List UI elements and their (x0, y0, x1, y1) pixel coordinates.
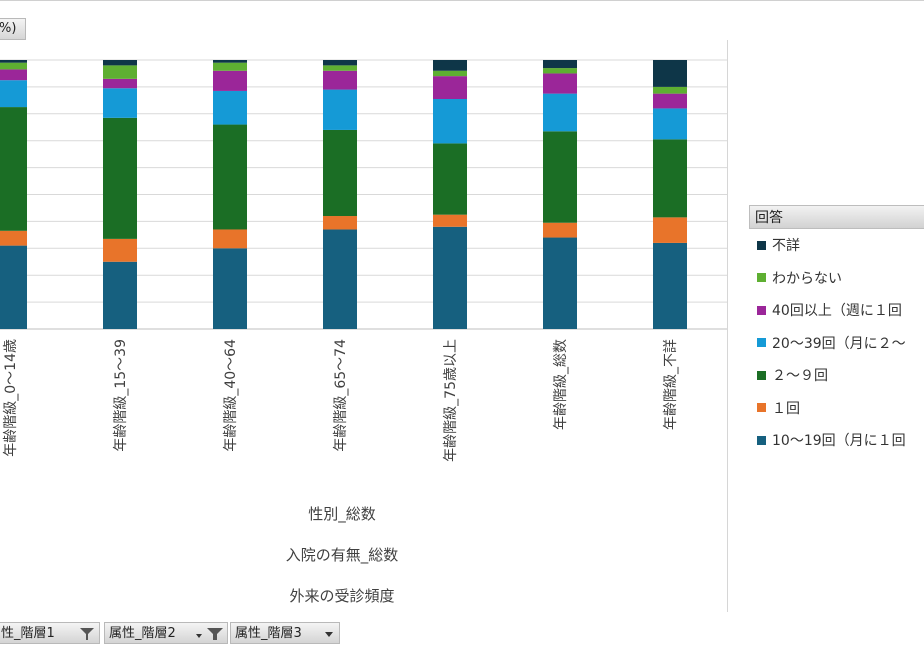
legend-item[interactable]: わからない (757, 268, 842, 288)
bar-segment-2-1[interactable] (103, 261, 137, 329)
legend-label: 10～19回（月に１回 (772, 433, 906, 449)
legend-swatch (757, 273, 766, 282)
filter-button-3[interactable]: 属性_階層3 (230, 622, 340, 644)
bar-segment-5-3[interactable] (433, 143, 467, 215)
bar-segment-1-5[interactable] (0, 69, 27, 81)
category-tick-label: 年齢階級_総数 (553, 339, 569, 430)
bar-segment-5-2[interactable] (433, 214, 467, 227)
bar-segment-2-3[interactable] (103, 117, 137, 239)
bar-segment-7-2[interactable] (653, 217, 687, 243)
legend-swatch (757, 403, 766, 412)
legend-item[interactable]: 40回以上（週に１回 (757, 300, 902, 320)
bar-segment-7-4[interactable] (653, 108, 687, 140)
bar-segment-7-3[interactable] (653, 139, 687, 218)
filter-button-2[interactable]: 属性_階層2 (104, 622, 228, 644)
bar-segment-6-4[interactable] (543, 93, 577, 132)
legend-title[interactable]: 回答 (749, 205, 924, 229)
legend-item[interactable]: 20～39回（月に２～ (757, 333, 906, 353)
bar-segment-2-5[interactable] (103, 78, 137, 89)
stacked-bar-chart: 年齢階級_0～14歳 年齢階級_15～39 年齢階級_40～64 年齢階級_65～74… (0, 59, 727, 462)
bar-segment-3-7[interactable] (213, 60, 247, 63)
bar-segment-3-5[interactable] (213, 70, 247, 91)
filter-label-2: 属性_階層2 (109, 626, 176, 641)
bar-segment-6-7[interactable] (543, 60, 577, 69)
legend-swatch (757, 370, 766, 380)
legend-swatch (757, 338, 766, 347)
bar-segment-6-6[interactable] (543, 68, 577, 74)
bar-segment-7-1[interactable] (653, 242, 687, 329)
category-title-1: 性別_総数 (308, 505, 376, 523)
bar-segment-7-6[interactable] (653, 86, 687, 94)
legend-swatch (757, 305, 766, 315)
category-tick-label: 年齢階級_15～39 (113, 339, 129, 452)
chevron-down-icon[interactable] (323, 626, 335, 641)
bar-segment-1-7[interactable] (0, 60, 27, 63)
bar-segment-2-2[interactable] (103, 238, 137, 262)
bar-segment-4-2[interactable] (323, 216, 357, 230)
category-tick-labels: 年齢階級_0～14歳 年齢階級_15～39 年齢階級_40～64 年齢階級_65～74… (3, 339, 679, 462)
bar-segment-1-4[interactable] (0, 80, 27, 108)
legend-label: １回 (772, 400, 800, 417)
bar-segment-2-6[interactable] (103, 65, 137, 79)
bar-segment-4-5[interactable] (323, 70, 357, 90)
bar-segment-1-3[interactable] (0, 107, 27, 231)
value-field-button[interactable]: %) (0, 18, 26, 40)
legend-label: 20～39回（月に２～ (772, 335, 906, 352)
legend-item[interactable]: 不詳 (757, 235, 800, 255)
bar-segment-4-1[interactable] (323, 229, 357, 329)
filter-label-3: 属性_階層3 (235, 626, 302, 641)
category-tick-label: 年齢階級_75歳以上 (443, 339, 459, 462)
dropdown-filter-icon[interactable] (195, 626, 227, 641)
legend-item[interactable]: ２～９回 (757, 365, 828, 385)
bar-segment-3-2[interactable] (213, 229, 247, 249)
bar-segment-6-3[interactable] (543, 131, 577, 223)
bar-segment-3-4[interactable] (213, 90, 247, 125)
value-field-label: %) (0, 21, 17, 36)
legend-item[interactable]: １回 (757, 398, 800, 418)
bar-segment-4-7[interactable] (323, 60, 357, 66)
legend-swatch (757, 240, 766, 250)
legend-label: わからない (772, 270, 842, 287)
category-tick-label: 年齢階級_40～64 (223, 339, 239, 452)
bar-segment-3-1[interactable] (213, 248, 247, 329)
filter-label-1: 性_階層1 (1, 626, 55, 641)
filter-funnel-icon[interactable] (79, 626, 95, 641)
bar-segment-2-7[interactable] (103, 60, 137, 66)
category-tick-label: 年齢階級_不詳 (663, 339, 679, 430)
frame-top-line (0, 0, 924, 1)
bars-group (0, 60, 687, 329)
bar-segment-6-2[interactable] (543, 222, 577, 238)
plot-right-border (727, 40, 728, 612)
bar-segment-6-1[interactable] (543, 237, 577, 329)
bar-segment-1-1[interactable] (0, 245, 27, 329)
legend-label: ２～９回 (772, 368, 828, 384)
bar-segment-6-5[interactable] (543, 73, 577, 94)
bar-segment-5-7[interactable] (433, 60, 467, 71)
bar-segment-1-2[interactable] (0, 230, 27, 246)
bar-segment-4-6[interactable] (323, 65, 357, 71)
bar-segment-5-5[interactable] (433, 76, 467, 100)
bar-segment-3-6[interactable] (213, 62, 247, 71)
legend-label: 40回以上（週に１回 (772, 303, 902, 319)
bar-segment-3-3[interactable] (213, 124, 247, 230)
bar-segment-5-6[interactable] (433, 70, 467, 77)
bar-segment-7-7[interactable] (653, 60, 687, 87)
legend-label: 不詳 (772, 238, 800, 254)
bar-segment-7-5[interactable] (653, 93, 687, 109)
bar-segment-5-4[interactable] (433, 99, 467, 144)
filter-button-1[interactable]: 性_階層1 (0, 622, 100, 644)
bar-segment-2-4[interactable] (103, 88, 137, 118)
bar-segment-4-3[interactable] (323, 129, 357, 217)
bar-segment-5-1[interactable] (433, 226, 467, 329)
legend-item[interactable]: 10～19回（月に１回 (757, 430, 906, 450)
bar-segment-1-6[interactable] (0, 62, 27, 70)
category-tick-label: 年齢階級_0～14歳 (3, 339, 19, 457)
bar-segment-4-4[interactable] (323, 89, 357, 130)
legend-swatch (757, 435, 766, 445)
category-title-3: 外来の受診頻度 (289, 587, 395, 605)
category-title-2: 入院の有無_総数 (285, 546, 399, 564)
category-tick-label: 年齢階級_65～74 (333, 339, 349, 452)
